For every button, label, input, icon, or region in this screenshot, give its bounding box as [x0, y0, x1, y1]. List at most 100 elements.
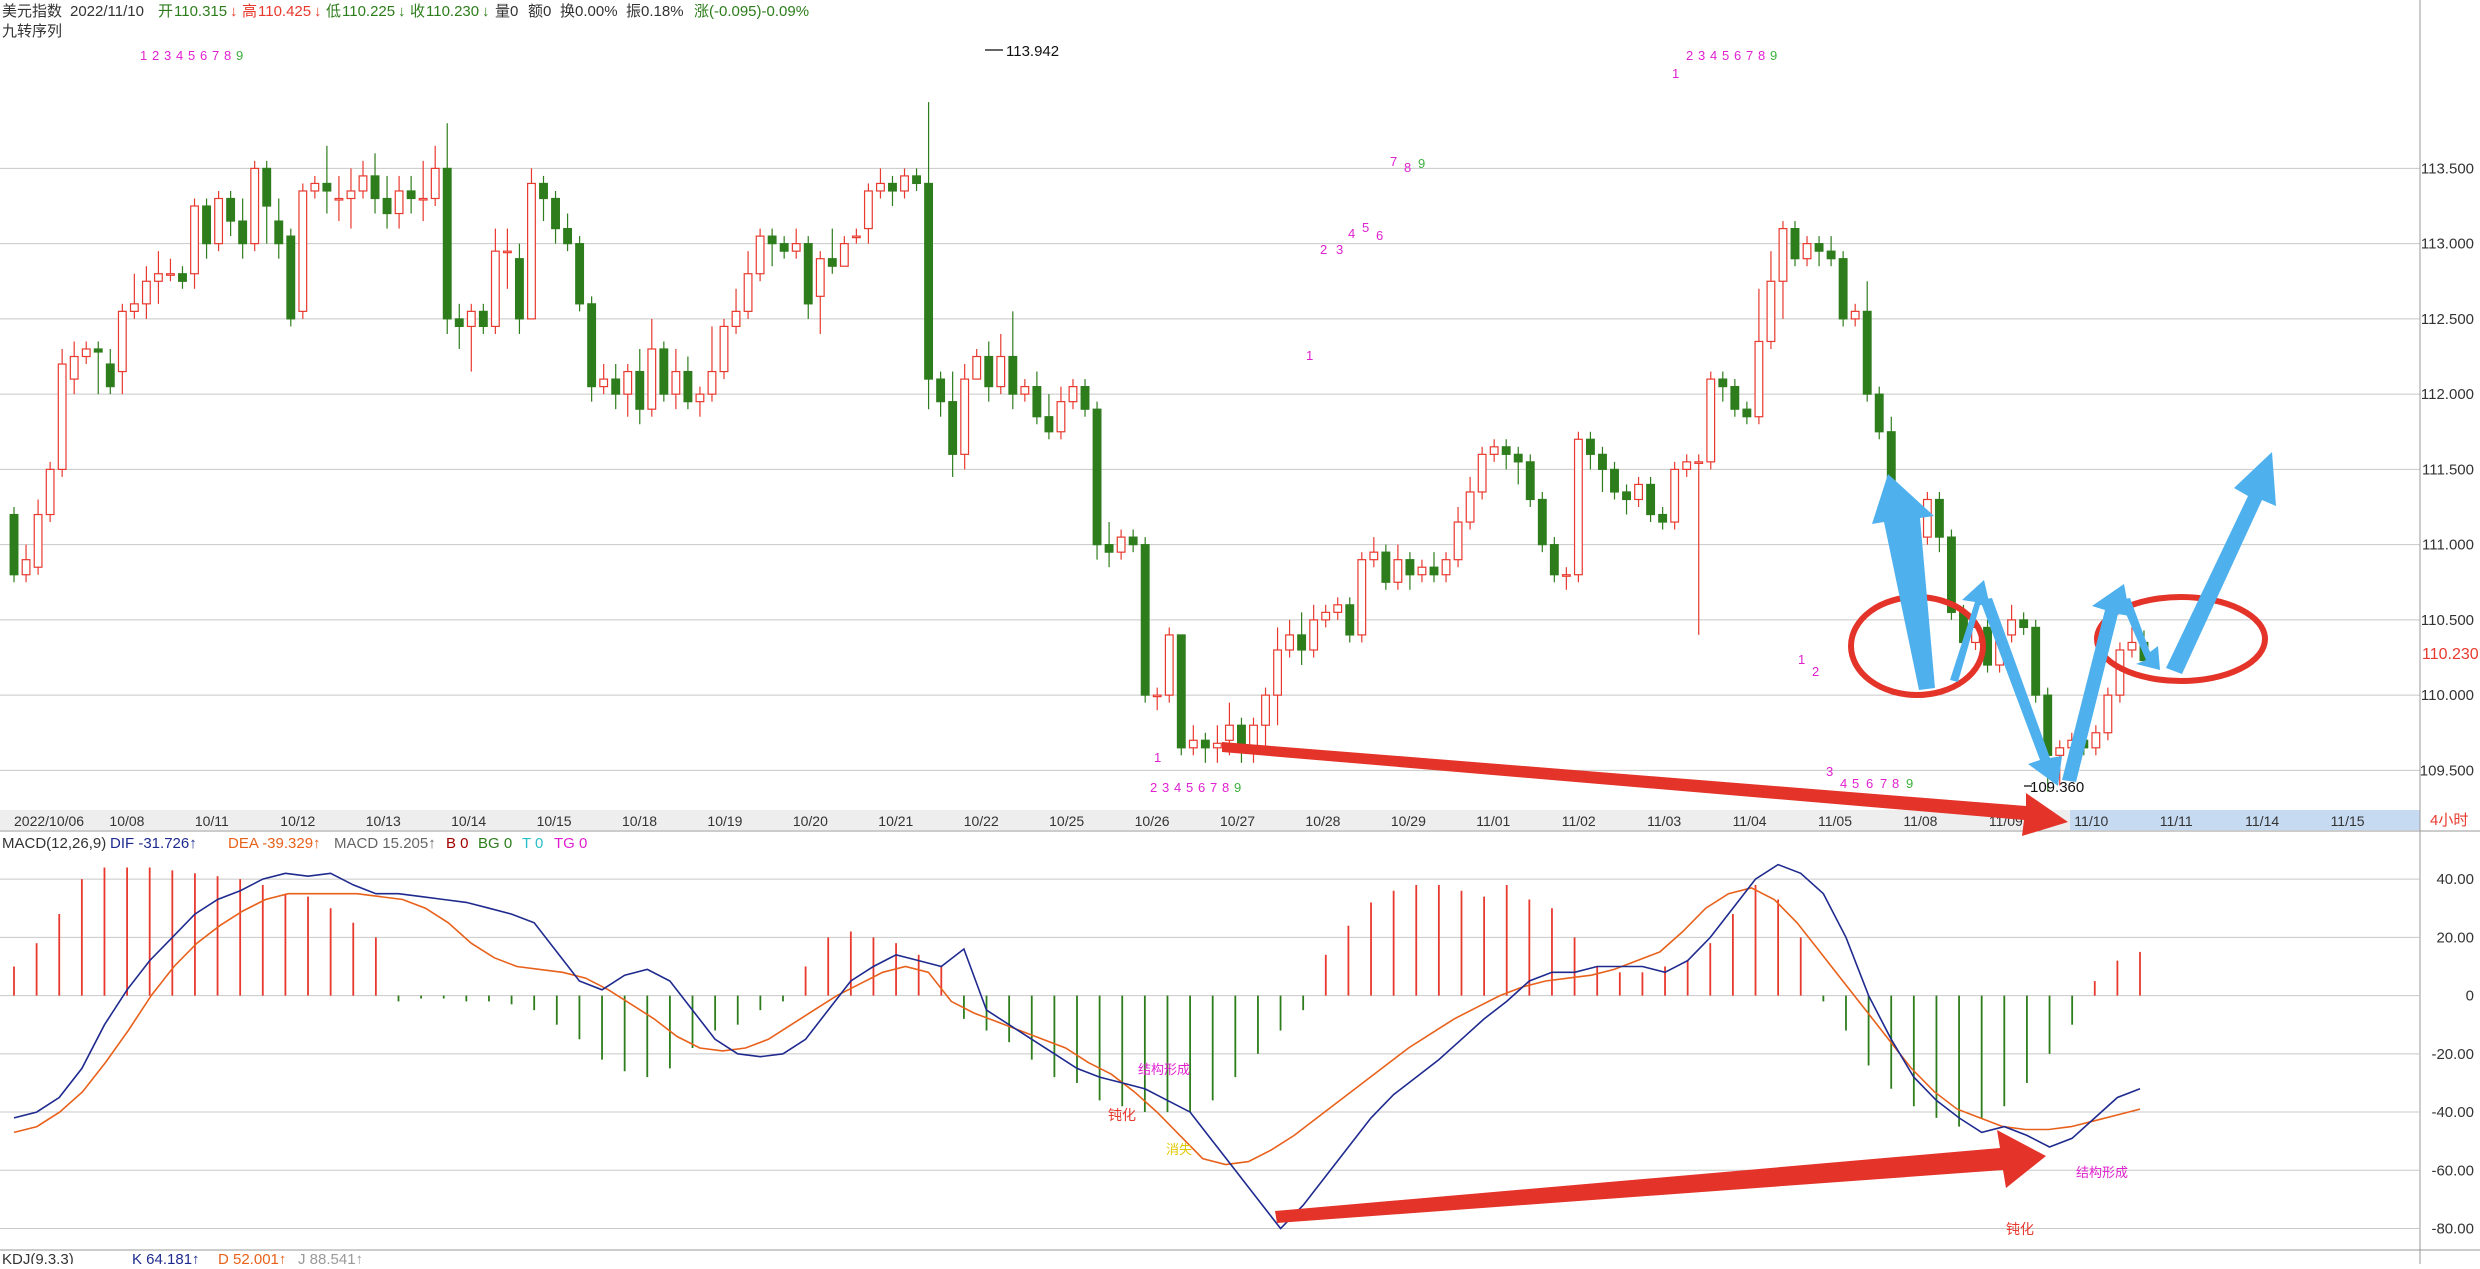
date-tick-label: 10/13 [366, 813, 401, 829]
candle-body [539, 182, 548, 200]
candlestick-series[interactable] [9, 102, 2149, 792]
td-label: 7 [1390, 154, 1397, 169]
candle-body [33, 513, 43, 568]
date-tick-label: 11/02 [1562, 813, 1596, 829]
candle-body [1224, 724, 1234, 741]
macd-dea-label: DEA [228, 835, 259, 852]
candle-body [1826, 250, 1836, 260]
date-tick-label: 11/15 [2331, 813, 2365, 829]
header-change: 涨(-0.095)-0.09% [694, 3, 809, 20]
candle-body [202, 205, 212, 245]
candle-body [924, 182, 934, 380]
candle-body [2103, 694, 2113, 734]
date-axis [0, 810, 2420, 830]
candle-body [502, 250, 512, 254]
candle-body [575, 243, 585, 305]
macd-tick-label: 20.00 [2436, 929, 2474, 946]
red-circle-right [2094, 594, 2268, 684]
header-high: 110.425 [258, 3, 311, 20]
candle-body [623, 370, 633, 395]
blue-arrow-down [1980, 598, 2062, 786]
candle-body [1465, 491, 1475, 523]
candle-body [1730, 386, 1740, 410]
dif-line [13, 863, 2141, 1230]
td-label: 7 [212, 48, 219, 63]
header-high-arrow: ↓ [314, 3, 322, 20]
date-tick-label: 11/14 [2245, 813, 2279, 829]
candle-body [1622, 491, 1631, 501]
candle-body [1321, 611, 1331, 621]
candle-body [1212, 742, 1222, 749]
candle-body [1200, 739, 1210, 749]
candle-body [117, 310, 127, 373]
price-tick-label: 112.500 [2421, 311, 2474, 328]
td-label: 2 [1686, 48, 1693, 63]
candle-body [382, 197, 392, 215]
kdj-k: K 64.181↑ [132, 1251, 200, 1264]
macd-dea-value: -39.329↑ [262, 835, 320, 852]
price-tick-label: 113.500 [2421, 160, 2474, 177]
candle-body [936, 378, 946, 403]
candle-body [815, 258, 825, 297]
kdj-j: J 88.541↑ [298, 1251, 363, 1264]
candle-body [2055, 747, 2065, 756]
price-tick-label: 110.500 [2421, 612, 2474, 629]
candle-body [1104, 544, 1114, 553]
candle-body [767, 235, 777, 245]
td-label: 3 [1336, 242, 1343, 257]
td-label: 8 [1222, 780, 1229, 795]
macd-macd-label: MACD [334, 835, 378, 852]
candle-body [1044, 416, 1054, 433]
candle-body [551, 197, 560, 230]
td-label: 1 [1154, 750, 1161, 765]
date-tick-label: 10/11 [195, 813, 229, 829]
candle-body [1525, 461, 1535, 501]
header-open-label: 开 [158, 3, 173, 20]
candle-body [406, 190, 416, 200]
td-label: 1 [1306, 348, 1313, 363]
price-tick-label: 111.500 [2422, 461, 2474, 478]
candle-body [286, 235, 296, 320]
candle-body [1357, 559, 1367, 636]
candle-body [731, 310, 741, 328]
macd-t: T 0 [522, 835, 543, 852]
td-label: 6 [1734, 48, 1741, 63]
candle-body [972, 355, 982, 380]
dea-line [13, 887, 2141, 1166]
header-open-arrow: ↓ [230, 3, 238, 20]
candle-body [912, 175, 921, 185]
candle-body [1598, 453, 1607, 470]
candle-body [1610, 468, 1619, 493]
candle-body [334, 197, 344, 201]
candle-body [514, 258, 524, 320]
header-amplitude: 振0.18% [626, 3, 684, 20]
candle-body [1369, 551, 1379, 561]
candle-body [1670, 468, 1680, 523]
td-label: 1 [140, 48, 147, 63]
candle-body [1694, 461, 1704, 464]
candle-body [1128, 536, 1138, 546]
price-tick-label: 112.000 [2421, 386, 2474, 403]
candle-body [1778, 227, 1788, 282]
td-label: 4 [1348, 226, 1355, 241]
candle-body [1646, 483, 1656, 516]
candle-body [250, 167, 260, 245]
date-tick-label: 10/14 [451, 813, 486, 829]
candle-body [1309, 619, 1319, 651]
candle-body [743, 273, 753, 312]
candle-body [527, 182, 536, 320]
candle-body [779, 243, 789, 252]
candle-body [262, 167, 272, 207]
candle-body [490, 250, 500, 328]
td-label: 4 [1840, 776, 1847, 791]
candle-body [1297, 634, 1307, 651]
candle-body [81, 348, 91, 358]
macd-b: B 0 [446, 835, 469, 852]
macd-dif-value: -31.726↑ [138, 835, 196, 852]
candle-body [1261, 694, 1270, 726]
candle-body [238, 220, 248, 245]
candle-body [683, 370, 693, 403]
low-marker: 109.360 [2024, 779, 2084, 796]
